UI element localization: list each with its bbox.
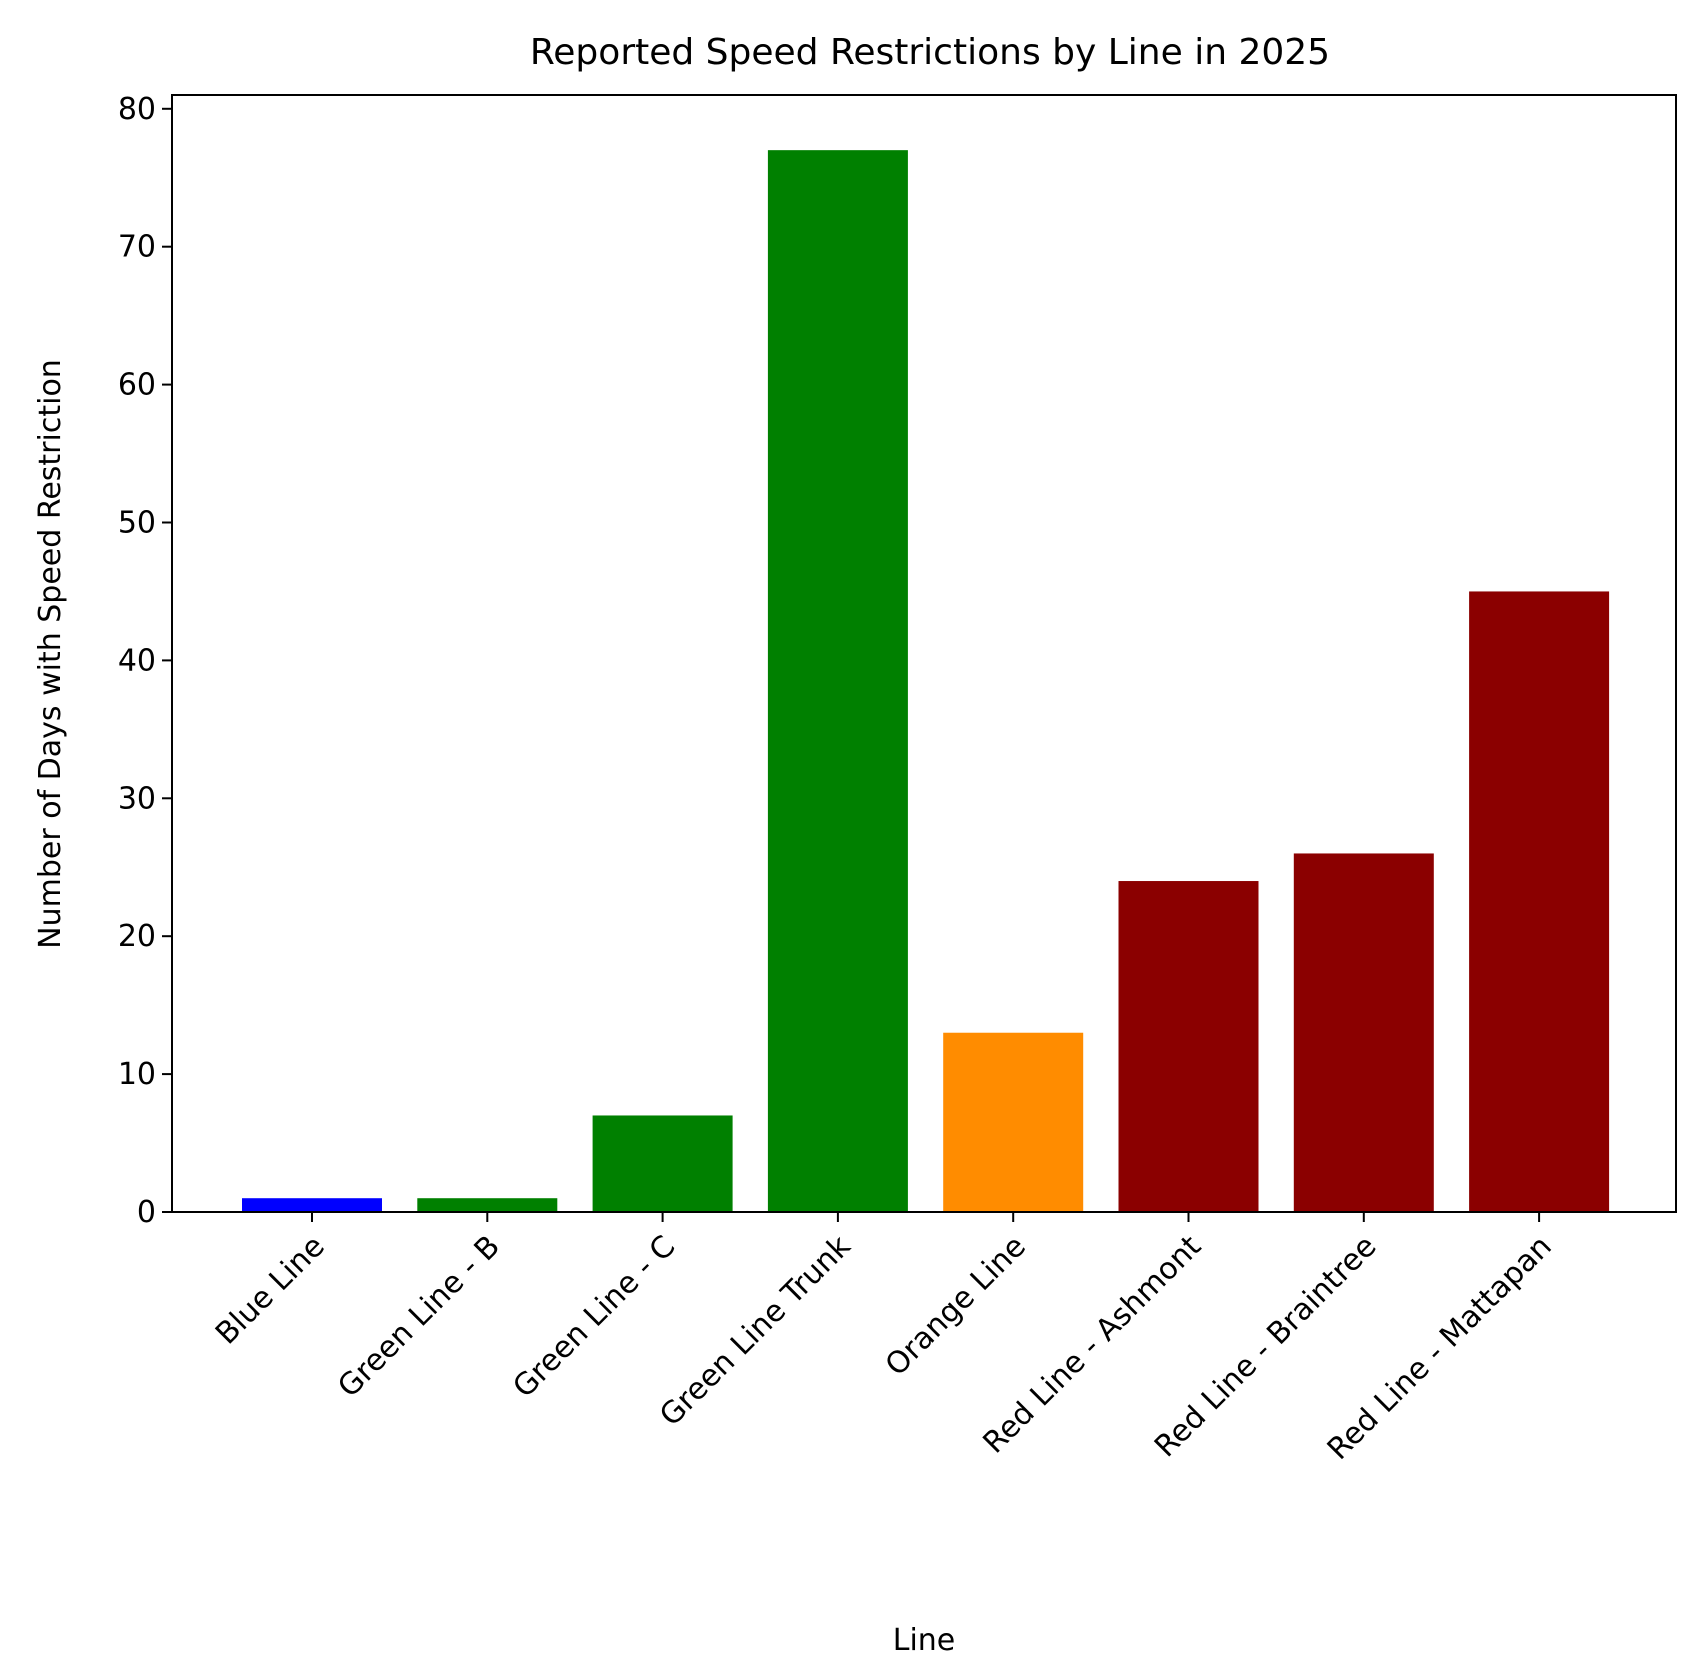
chart-title: Reported Speed Restrictions by Line in 2… [530,32,1330,73]
bar-green-line-trunk [767,150,908,1212]
y-axis-title: Number of Days with Speed Restriction [33,359,68,949]
y-tick-label: 70 [118,230,156,265]
y-tick-label: 80 [118,92,156,127]
bar-blue-line [242,1198,382,1212]
y-tick-label: 10 [118,1057,156,1092]
plot-frame [171,94,1677,1213]
y-tick-label: 40 [118,643,156,678]
y-tick-label: 50 [118,505,156,540]
y-tick-label: 0 [137,1195,156,1230]
y-tick-label: 20 [118,919,156,954]
bar-red-line-ashmont [1118,881,1259,1212]
bar-orange-line [943,1032,1084,1212]
y-tick-label: 30 [118,781,156,816]
bars-layer [242,150,1610,1212]
y-axis: 0 10 20 30 40 50 60 70 80 [118,92,172,1230]
bar-green-line-c [592,1115,733,1212]
bar-green-line-b [417,1198,558,1212]
bar-red-line-braintree [1293,853,1434,1212]
bar-red-line-mattapan [1469,591,1610,1212]
y-tick-label: 60 [118,368,156,403]
x-axis-title: Line [893,1623,956,1658]
